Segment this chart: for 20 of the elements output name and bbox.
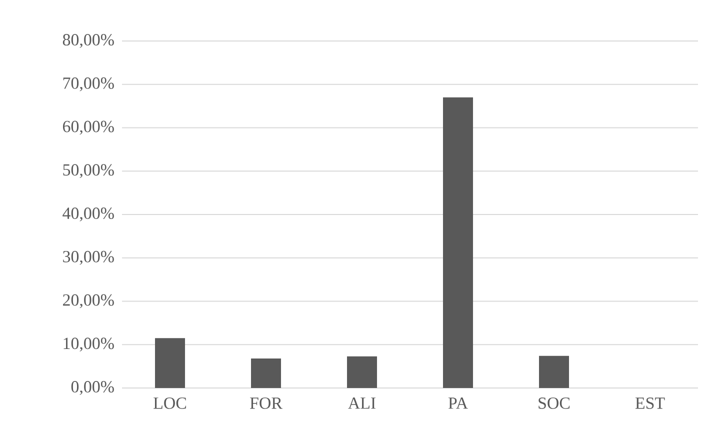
y-tick-label: 0,00% bbox=[71, 381, 114, 395]
y-tick-label: 60,00% bbox=[63, 120, 114, 135]
x-tick-label: ALI bbox=[348, 397, 376, 409]
bar bbox=[539, 356, 570, 388]
y-tick-label: 50,00% bbox=[63, 164, 114, 178]
y-tick-label: 20,00% bbox=[63, 294, 114, 308]
y-tick-label: 10,00% bbox=[64, 338, 114, 352]
bar bbox=[251, 358, 282, 388]
y-tick-label: 30,00% bbox=[63, 250, 114, 265]
y-tick-label: 40,00% bbox=[62, 208, 114, 222]
x-tick-label: SOC bbox=[538, 398, 570, 409]
y-tick-label: 70,00% bbox=[63, 77, 114, 92]
x-tick-label: FOR bbox=[250, 398, 282, 409]
bar bbox=[443, 97, 474, 388]
x-tick-label: EST bbox=[635, 398, 665, 409]
x-tick-label: LOC bbox=[154, 398, 186, 409]
x-tick-label: PA bbox=[448, 397, 468, 409]
y-tick-label: 80,00% bbox=[62, 34, 114, 48]
bar bbox=[155, 338, 186, 388]
bar bbox=[347, 356, 378, 388]
